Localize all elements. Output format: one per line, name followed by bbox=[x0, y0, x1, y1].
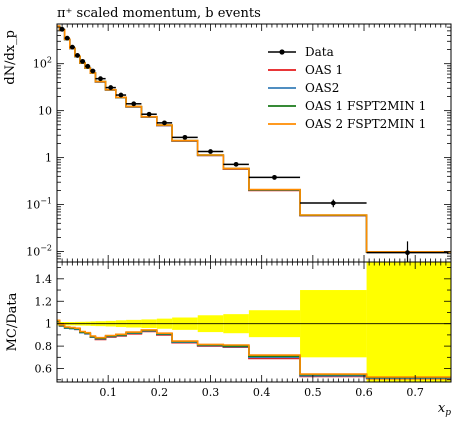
data-point bbox=[75, 53, 80, 58]
main-ylabel: dN/dx_p bbox=[3, 30, 18, 85]
uncertainty-band bbox=[57, 262, 451, 382]
data-point bbox=[146, 111, 152, 117]
mc-line-2 bbox=[57, 25, 451, 253]
ratio-ytick-label: 1.4 bbox=[35, 273, 53, 286]
data-point bbox=[272, 174, 277, 180]
xlabel-base: x bbox=[438, 401, 446, 416]
main-ytick-label: 10−2 bbox=[26, 244, 52, 259]
main-frame bbox=[56, 23, 452, 263]
data-point bbox=[182, 134, 188, 140]
ytick-base: 10 bbox=[26, 246, 40, 259]
mc-line-3 bbox=[57, 25, 451, 253]
ratio-frame bbox=[56, 261, 452, 383]
mc-line-0 bbox=[57, 25, 451, 253]
data-points bbox=[59, 26, 449, 262]
ytick-base: 10 bbox=[26, 199, 40, 212]
xtick-label: 0.6 bbox=[355, 386, 373, 399]
legend-label: OAS 1 bbox=[305, 63, 343, 77]
main-ytick-label: 1 bbox=[45, 152, 52, 165]
data-point bbox=[162, 120, 167, 126]
xlabel: xp bbox=[438, 401, 451, 418]
xtick-label: 0.2 bbox=[151, 386, 169, 399]
ytick-exp: 2 bbox=[47, 56, 52, 65]
legend-label: OAS 2 FSPT2MIN 1 bbox=[305, 117, 426, 131]
data-point bbox=[330, 200, 336, 206]
xtick-label: 0.3 bbox=[202, 386, 220, 399]
main-ytick-label: 102 bbox=[33, 56, 52, 71]
xtick-label: 0.5 bbox=[304, 386, 322, 399]
ytick-exp: −1 bbox=[40, 197, 52, 206]
xtick-label: 0.4 bbox=[253, 386, 271, 399]
main-ytick-label: 10−1 bbox=[26, 197, 52, 212]
ratio-ytick-label: 1.2 bbox=[35, 295, 53, 308]
xtick-label: 0.1 bbox=[99, 386, 117, 399]
legend-label: OAS2 bbox=[305, 81, 339, 95]
ytick-exp: −2 bbox=[40, 244, 52, 253]
ytick-base: 10 bbox=[33, 58, 47, 71]
data-point bbox=[208, 149, 213, 154]
data-point bbox=[98, 76, 103, 82]
data-point bbox=[64, 35, 70, 41]
mc-line-1 bbox=[57, 25, 451, 253]
ratio-ytick-label: 0.8 bbox=[35, 340, 53, 353]
data-point bbox=[131, 101, 137, 107]
legend-label: OAS 1 FSPT2MIN 1 bbox=[305, 99, 426, 113]
data-point bbox=[118, 92, 124, 98]
main-ytick-label: 10 bbox=[38, 105, 52, 118]
ratio-ytick-label: 0.6 bbox=[35, 363, 53, 376]
data-point bbox=[90, 68, 96, 74]
data-point bbox=[108, 85, 114, 90]
data-point bbox=[405, 250, 410, 256]
chart-title: π⁺ scaled momentum, b events bbox=[57, 6, 261, 21]
ratio-line-3 bbox=[57, 319, 451, 378]
legend: Data OAS 1 OAS2 OAS 1 FSPT2MIN 1 OAS 2 FSPT2… bbox=[268, 45, 426, 131]
ratio-ytick-label: 1 bbox=[45, 318, 52, 331]
ratio-ylabel: MC/Data bbox=[5, 292, 20, 351]
data-point bbox=[85, 63, 91, 69]
data-point bbox=[80, 58, 85, 64]
band-bin bbox=[366, 262, 451, 382]
xtick-label: 0.7 bbox=[406, 386, 424, 399]
data-point bbox=[69, 44, 75, 50]
legend-marker bbox=[279, 49, 285, 55]
data-point bbox=[233, 161, 239, 167]
xlabel-sub: p bbox=[445, 408, 451, 418]
legend-label: Data bbox=[305, 45, 334, 59]
